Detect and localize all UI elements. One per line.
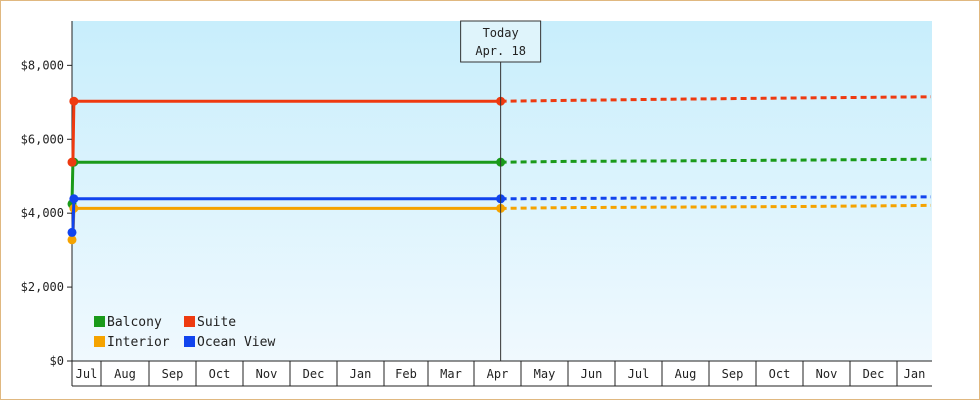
x-tick-label: Jan — [904, 367, 926, 381]
y-tick-label: $2,000 — [21, 280, 64, 294]
y-tick-label: $4,000 — [21, 206, 64, 220]
interior-data-point — [67, 235, 77, 245]
ocean-view-data-point — [67, 227, 77, 237]
suite-projected-line — [500, 95, 931, 103]
x-tick-label: Feb — [395, 367, 417, 381]
x-tick-label: Dec — [303, 367, 325, 381]
suite-data-point — [67, 157, 77, 167]
x-tick-label: May — [534, 367, 556, 381]
x-tick-label: Dec — [863, 367, 885, 381]
y-tick-label: $6,000 — [21, 132, 64, 146]
today-label: Today — [483, 26, 519, 40]
balcony-projected-line — [500, 157, 931, 164]
ocean-view-data-point — [69, 194, 79, 204]
suite-legend-swatch — [184, 316, 195, 327]
x-tick-label: Apr — [487, 367, 509, 381]
x-tick-label: Jan — [350, 367, 372, 381]
y-tick-label: $8,000 — [21, 58, 64, 72]
interior-projected-line — [500, 203, 931, 210]
x-tick-label: Aug — [675, 367, 697, 381]
x-tick-label: Oct — [769, 367, 791, 381]
x-tick-label: Sep — [722, 367, 744, 381]
x-tick-label: Nov — [816, 367, 838, 381]
today-box — [460, 20, 542, 63]
balcony-legend-label: Balcony — [107, 315, 162, 330]
x-tick-label: Jul — [76, 367, 98, 381]
x-tick-label: Oct — [209, 367, 231, 381]
ocean-view-legend-swatch — [184, 336, 195, 347]
balcony-legend-swatch — [94, 316, 105, 327]
interior-legend-label: Interior — [107, 335, 170, 350]
ocean-view-legend-label: Ocean View — [197, 335, 275, 350]
x-tick-label: Jun — [581, 367, 603, 381]
suite-data-point — [69, 96, 79, 106]
y-tick-label: $0 — [50, 354, 64, 368]
interior-legend-swatch — [94, 336, 105, 347]
x-tick-label: Mar — [440, 367, 462, 381]
plot-background — [72, 21, 932, 361]
suite-legend-label: Suite — [197, 315, 236, 330]
x-tick-label: Nov — [256, 367, 278, 381]
ocean-view-projected-line — [500, 195, 931, 201]
x-tick-label: Aug — [114, 367, 136, 381]
x-tick-label: Sep — [162, 367, 184, 381]
today-date-label: Apr. 18 — [475, 44, 526, 58]
x-tick-label: Jul — [628, 367, 650, 381]
